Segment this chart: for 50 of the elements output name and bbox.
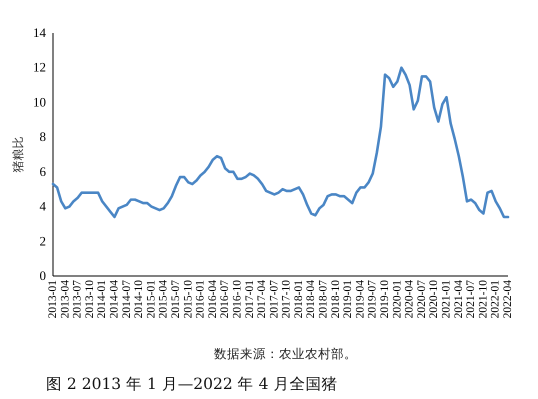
x-tick-label: 2017-01 <box>244 280 256 318</box>
x-tick-label: 2020-01 <box>391 280 404 318</box>
x-tick-label: 2022-04 <box>502 280 514 318</box>
x-tick-label: 2020-04 <box>404 280 416 318</box>
x-tick-label: 2018-07 <box>318 280 330 318</box>
x-tick-label: 2014-01 <box>96 280 108 318</box>
y-tick-label: 12 <box>33 60 46 75</box>
x-tick-label: 2017-04 <box>256 280 268 318</box>
text: 图 2 2013 年 1 月—2022 年 4 月全国猪 <box>46 375 338 393</box>
y-tick-label: 8 <box>40 129 46 144</box>
x-tick-label: 2021-04 <box>452 280 465 318</box>
x-tick-label: 2018-10 <box>330 280 342 318</box>
y-tick-label: 4 <box>40 198 46 214</box>
y-tick-label: 2 <box>40 233 46 248</box>
x-tick-label: 2022-01 <box>490 280 502 318</box>
x-tick-label: 2013-04 <box>59 280 72 318</box>
source-note: 数据来源：农业农村部。 <box>214 346 357 361</box>
x-tick-label: 2021-01 <box>440 280 453 318</box>
x-tick-label: 2014-04 <box>108 280 120 318</box>
x-tick-label: 2017-10 <box>280 280 293 318</box>
line-series <box>52 66 510 218</box>
x-tick-label: 2013-01 <box>47 280 59 318</box>
y-tick-label: 6 <box>40 164 46 179</box>
x-tick-label: 2021-07 <box>465 280 478 318</box>
y-axis-title: 猪粮比 <box>11 136 25 172</box>
x-tick-label: 2015-04 <box>158 280 170 318</box>
x-tick-label: 2020-07 <box>416 280 428 318</box>
x-tick-label: 2015-10 <box>182 280 194 318</box>
x-tick-label: 2013-07 <box>72 280 84 318</box>
x-tick-label: 2018-04 <box>305 280 318 318</box>
x-tick-label: 2018-01 <box>292 280 305 318</box>
x-tick-label: 2019-01 <box>342 280 354 318</box>
x-tick-label: 2014-07 <box>120 280 133 318</box>
x-tick-label: 2015-07 <box>170 280 182 318</box>
y-tick-label: 0 <box>40 268 46 283</box>
y-tick-label: 14 <box>33 25 46 40</box>
x-tick-label: 2019-10 <box>379 280 392 318</box>
x-tick-label: 2019-04 <box>354 280 366 318</box>
x-tick-label: 2016-10 <box>231 280 244 318</box>
x-tick-label: 2021-10 <box>477 280 490 318</box>
y-tick-label: 10 <box>33 94 46 110</box>
x-tick-label: 2016-07 <box>219 280 232 318</box>
x-tick-label: 2017-07 <box>268 280 280 318</box>
x-tick-label: 2016-04 <box>206 280 219 318</box>
x-tick-label: 2020-10 <box>428 280 440 318</box>
x-tick-label: 2014-10 <box>133 280 146 318</box>
x-tick-label: 2019-07 <box>366 280 379 318</box>
x-tick-label: 2016-01 <box>194 280 207 318</box>
x-tick-label: 2015-01 <box>145 280 158 318</box>
x-tick-label: 2013-10 <box>84 280 96 318</box>
